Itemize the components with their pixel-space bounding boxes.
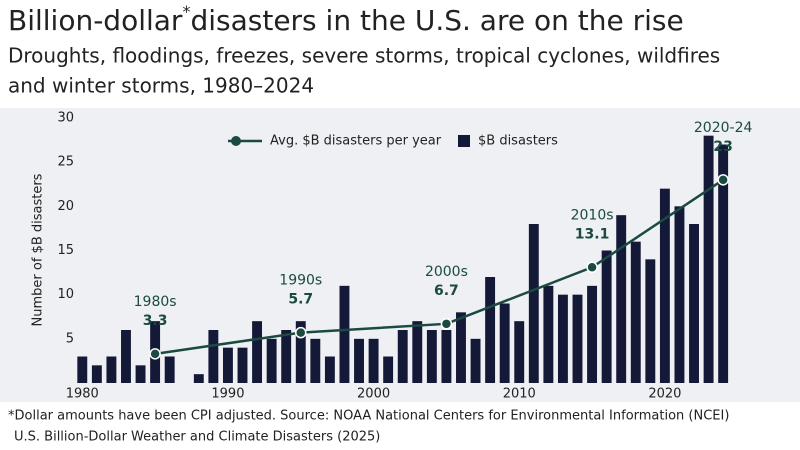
bar [222, 347, 233, 383]
bar [572, 294, 583, 383]
bar [252, 321, 263, 383]
bar [456, 312, 466, 383]
avg-point [586, 261, 598, 274]
y-tick-label: 30 [57, 111, 74, 126]
bar [689, 224, 699, 383]
bar [368, 338, 379, 383]
bar [397, 330, 408, 383]
avg-point [295, 326, 307, 339]
footnote: U.S. Billion-Dollar Weather and Climate … [14, 430, 380, 445]
bar [441, 330, 452, 383]
bar [659, 188, 670, 383]
avg-value-label: 3.3 [143, 313, 168, 329]
bar [601, 250, 612, 383]
footnote: *Dollar amounts have been CPI adjusted. … [8, 409, 729, 424]
y-tick-label: 10 [57, 287, 74, 302]
bar [266, 338, 277, 383]
x-tick-label: 2020 [648, 387, 681, 402]
bar [674, 206, 685, 383]
bar [208, 330, 219, 383]
bar [135, 365, 146, 383]
bar [412, 321, 423, 383]
title-part: disasters in the U.S. are on the rise [190, 4, 683, 37]
period-label: 2020-24 [694, 120, 753, 136]
bar [470, 338, 481, 383]
avg-value-label: 6.7 [434, 283, 459, 299]
legend-label: $B disasters [478, 134, 558, 149]
period-label: 1980s [134, 294, 177, 310]
chart-title: Billion-dollar*disasters in the U.S. are… [8, 2, 684, 38]
legend-marker [231, 136, 241, 146]
y-tick-label: 25 [57, 155, 74, 170]
bar [237, 347, 248, 383]
avg-point [440, 318, 453, 330]
subtitle: Droughts, floodings, freezes, severe sto… [8, 44, 720, 68]
bar [295, 321, 306, 383]
bar [121, 330, 131, 383]
y-axis-title: Number of $B disasters [31, 173, 46, 326]
legend-label: Avg. $B disasters per year [270, 134, 442, 149]
subtitle: and winter storms, 1980–2024 [8, 74, 314, 98]
bar [645, 259, 656, 383]
bar [383, 356, 394, 383]
x-tick-label: 1980 [66, 387, 99, 402]
x-tick-label: 2010 [503, 387, 536, 402]
bar [324, 356, 335, 383]
x-tick-label: 2000 [357, 387, 390, 402]
avg-point [717, 174, 729, 186]
title-part: Billion-dollar [8, 4, 183, 37]
bar [587, 285, 598, 383]
bar [703, 135, 714, 383]
title-asterisk: * [182, 2, 190, 21]
bar [106, 356, 117, 383]
bar [630, 241, 641, 383]
legend-marker [458, 135, 470, 147]
period-label: 2000s [425, 264, 468, 280]
bar [514, 321, 525, 383]
bar [193, 374, 204, 383]
avg-point [149, 348, 161, 360]
bar [91, 365, 102, 383]
bar [354, 338, 364, 383]
bar [426, 330, 437, 383]
avg-value-label: 13.1 [575, 226, 610, 242]
bar [557, 294, 568, 383]
avg-value-label: 5.7 [288, 292, 313, 308]
bar [339, 285, 350, 383]
bar [164, 356, 175, 383]
bar [281, 330, 292, 383]
y-tick-label: 20 [57, 199, 74, 214]
period-label: 2010s [571, 207, 614, 223]
y-tick-label: 5 [66, 331, 74, 346]
bar [616, 215, 627, 383]
bar [485, 277, 496, 383]
y-tick-label: 15 [57, 243, 74, 258]
bar [499, 303, 510, 383]
bar [528, 224, 539, 383]
bar [310, 338, 321, 383]
bar [718, 144, 729, 383]
bar [77, 356, 88, 383]
x-tick-label: 1990 [211, 387, 244, 402]
avg-value-label: 23 [713, 139, 732, 155]
period-label: 1990s [279, 273, 322, 289]
bar [543, 285, 554, 383]
